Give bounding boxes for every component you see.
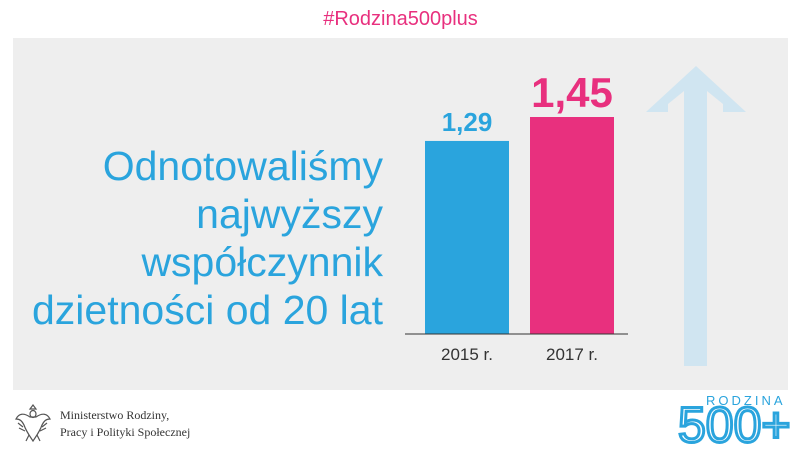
ministry-line-2: Pracy i Polityki Społecznej — [60, 425, 191, 439]
logo-number: 500+ — [678, 398, 790, 446]
headline-line-3: współczynnik — [141, 239, 383, 285]
logo-word: RODZINA — [706, 393, 786, 408]
headline-line-1: Odnotowaliśmy — [102, 143, 383, 189]
bar-2 — [530, 117, 614, 334]
bar-1 — [425, 140, 509, 334]
headline: Odnotowaliśmy najwyższy współczynnik dzi… — [3, 142, 383, 334]
category-label-2: 2017 r. — [546, 345, 598, 364]
eagle-emblem-icon — [15, 404, 51, 443]
ministry-name: Ministerstwo Rodziny, Pracy i Polityki S… — [60, 407, 190, 441]
category-label-1: 2015 r. — [441, 345, 493, 364]
hashtag: #Rodzina500plus — [323, 8, 478, 30]
headline-line-2: najwyższy — [196, 191, 383, 237]
up-arrow-icon — [646, 66, 746, 366]
value-label-2: 1,45 — [531, 69, 613, 116]
value-label-1: 1,29 — [442, 107, 493, 137]
infographic-panel — [13, 38, 788, 390]
logo-number-text: 500+ — [678, 398, 790, 446]
ministry-line-1: Ministerstwo Rodziny, — [60, 408, 170, 422]
headline-line-4: dzietności od 20 lat — [31, 287, 383, 333]
